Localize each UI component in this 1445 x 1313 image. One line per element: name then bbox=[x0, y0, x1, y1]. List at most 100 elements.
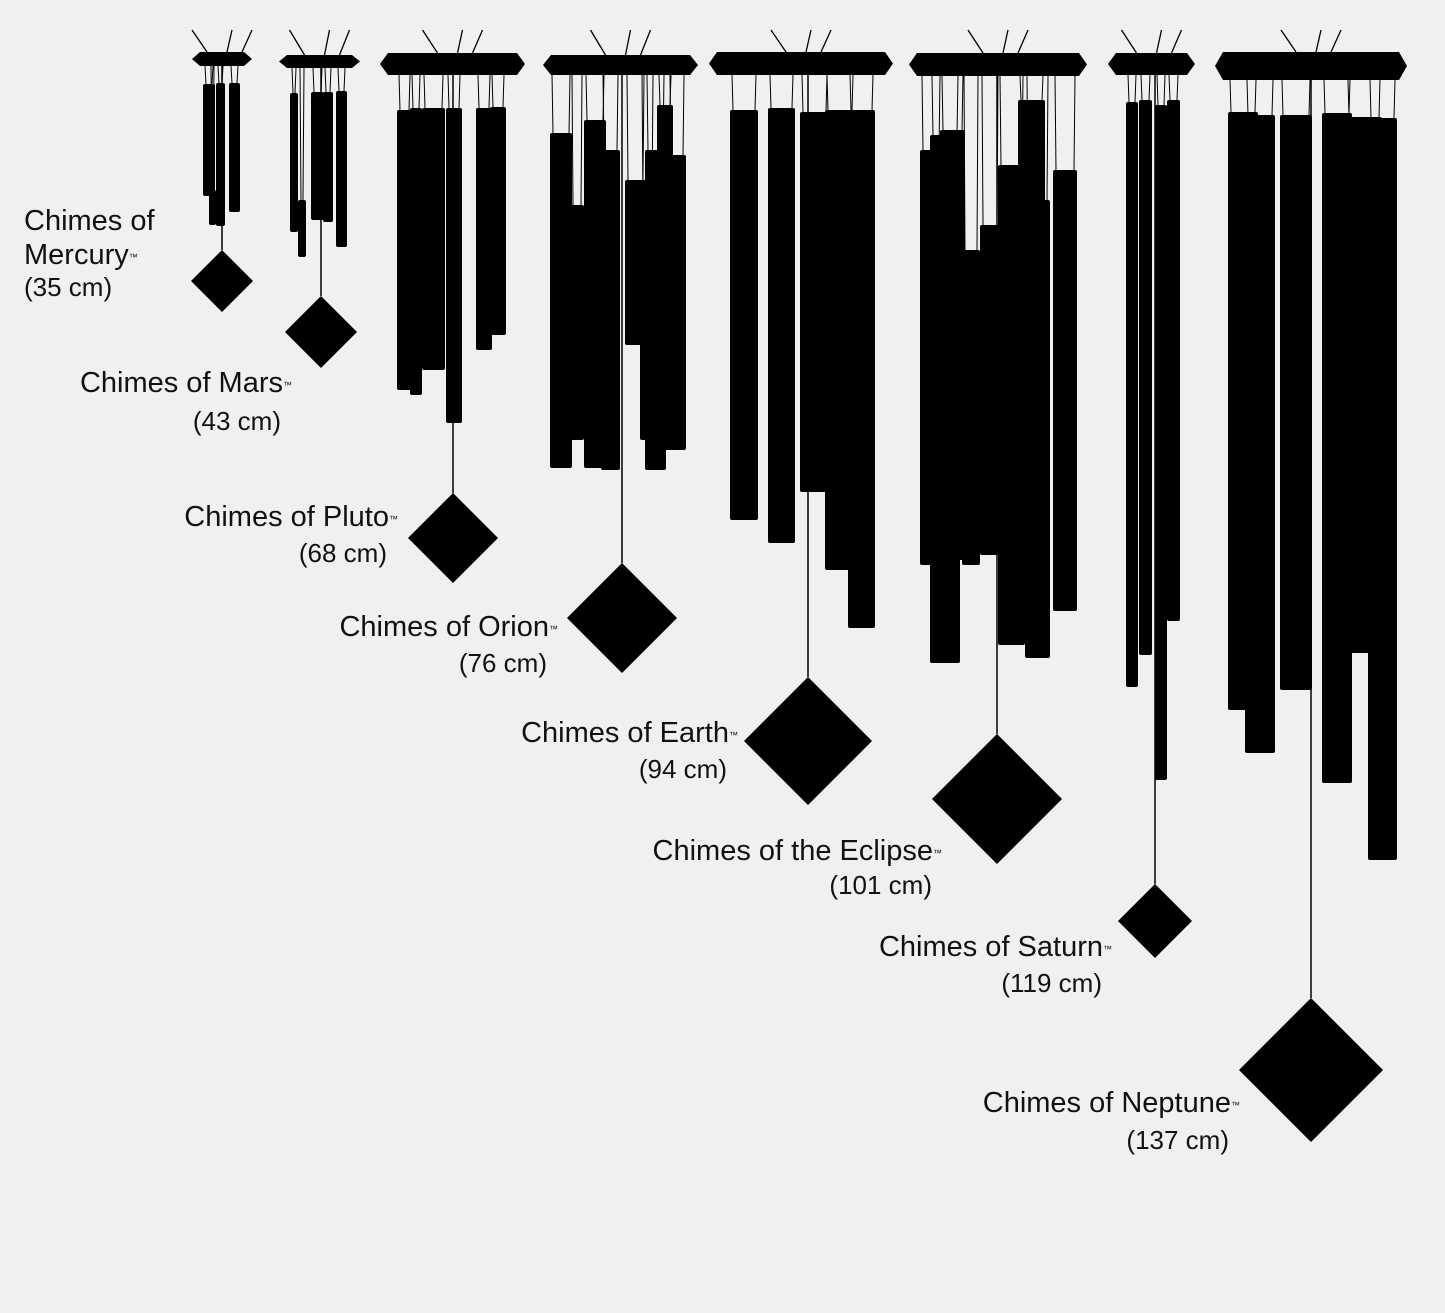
chime-size: (43 cm) bbox=[192, 406, 281, 436]
tube-string bbox=[210, 65, 213, 191]
top-disc bbox=[279, 55, 360, 68]
tube-string bbox=[641, 74, 644, 206]
tube-string bbox=[801, 74, 804, 113]
chime-eclipse bbox=[909, 29, 1087, 864]
tube-string bbox=[1054, 75, 1057, 171]
tube-string bbox=[1281, 79, 1284, 116]
chime-tube bbox=[940, 130, 965, 560]
label-mars: Chimes of Mars™ (43 cm) bbox=[80, 366, 292, 436]
chime-tube bbox=[730, 110, 758, 520]
tube-string bbox=[976, 75, 979, 251]
tube-string bbox=[1134, 74, 1137, 103]
tube-string bbox=[1176, 74, 1179, 101]
tube-string bbox=[682, 74, 685, 156]
trademark: ™ bbox=[729, 730, 738, 740]
hanging-string bbox=[1120, 29, 1138, 54]
chime-size: (101 cm) bbox=[829, 870, 932, 900]
tube-string bbox=[999, 75, 1002, 166]
hanging-string bbox=[241, 29, 253, 53]
hanging-string bbox=[1002, 29, 1009, 54]
hanging-string bbox=[1155, 29, 1163, 54]
chime-tube bbox=[962, 250, 980, 565]
trademark: ™ bbox=[128, 252, 138, 262]
tube-string bbox=[1046, 75, 1049, 201]
tube-string bbox=[1254, 79, 1257, 113]
wind-sail-diamond bbox=[567, 563, 677, 673]
chime-earth bbox=[709, 29, 893, 805]
chime-tube bbox=[980, 225, 1000, 555]
chime-name-text: Chimes of Earth bbox=[521, 717, 729, 749]
tube-string bbox=[1019, 75, 1022, 101]
tube-string bbox=[1127, 74, 1130, 103]
chime-tube bbox=[550, 133, 572, 468]
chime-tube bbox=[1368, 118, 1397, 860]
chime-name-text: Chimes of the Eclipse bbox=[652, 835, 933, 867]
top-disc bbox=[909, 53, 1087, 76]
chime-name: Chimes of Neptune™ bbox=[983, 1086, 1240, 1120]
tube-string bbox=[324, 67, 327, 93]
tube-string bbox=[1148, 74, 1151, 101]
hanging-string bbox=[639, 29, 652, 56]
chime-tube bbox=[290, 93, 298, 232]
label-orion: Chimes of Orion™ (76 cm) bbox=[339, 610, 558, 678]
tube-string bbox=[312, 67, 315, 93]
chime-tube bbox=[446, 108, 462, 423]
top-disc bbox=[543, 55, 698, 75]
tube-string bbox=[1369, 79, 1372, 119]
tube-string bbox=[1271, 79, 1274, 116]
tube-string bbox=[961, 75, 964, 131]
chime-tube bbox=[229, 83, 240, 212]
top-disc bbox=[192, 52, 252, 66]
hanging-string bbox=[456, 29, 464, 54]
chime-tube bbox=[298, 200, 306, 257]
chime-mars bbox=[279, 29, 360, 368]
trademark: ™ bbox=[283, 380, 292, 390]
wind-sail-diamond bbox=[1239, 998, 1383, 1142]
tube-string bbox=[502, 74, 505, 108]
chime-tube bbox=[1155, 105, 1167, 780]
wind-sail-diamond bbox=[191, 250, 253, 312]
tube-string bbox=[1140, 74, 1143, 101]
wind-sail-diamond bbox=[1118, 884, 1192, 958]
chime-tube bbox=[209, 190, 216, 225]
chime-tube bbox=[1025, 200, 1050, 658]
tube-string bbox=[329, 67, 332, 93]
label-mercury: Chimes of Mercury™ (35 cm) bbox=[24, 204, 184, 302]
tube-string bbox=[849, 74, 852, 111]
hanging-string bbox=[820, 29, 832, 53]
chime-tube bbox=[668, 155, 686, 450]
chime-size: (119 cm) bbox=[1001, 968, 1102, 998]
tube-string bbox=[211, 65, 214, 85]
chime-tube bbox=[216, 83, 225, 226]
hanging-string bbox=[338, 29, 351, 56]
tube-string bbox=[1378, 79, 1381, 118]
chime-name: Chimes of Mars™ bbox=[80, 366, 292, 400]
trademark: ™ bbox=[1103, 944, 1112, 954]
tube-string bbox=[1308, 79, 1311, 116]
tube-string bbox=[551, 74, 554, 134]
tube-string bbox=[337, 67, 340, 92]
tube-string bbox=[411, 74, 414, 109]
tube-string bbox=[568, 74, 571, 134]
chime-name: Chimes of Mercury™ bbox=[24, 204, 184, 272]
tube-string bbox=[491, 74, 494, 108]
tube-string bbox=[299, 67, 302, 201]
hanging-string bbox=[288, 29, 306, 56]
tube-string bbox=[981, 75, 984, 226]
tube-string bbox=[423, 74, 426, 109]
chime-tube bbox=[1053, 170, 1077, 611]
tube-string bbox=[398, 74, 401, 111]
tube-string bbox=[217, 65, 220, 84]
tube-string bbox=[1229, 79, 1232, 113]
tube-string bbox=[212, 65, 215, 191]
chime-tube bbox=[1280, 115, 1312, 690]
tube-string bbox=[585, 74, 588, 121]
tube-string bbox=[602, 74, 605, 151]
tube-string bbox=[236, 65, 239, 84]
tube-string bbox=[580, 74, 583, 206]
chime-name-text: Chimes of Saturn bbox=[878, 931, 1103, 963]
chime-tube bbox=[570, 205, 584, 440]
tube-string bbox=[204, 65, 207, 85]
tube-string bbox=[626, 74, 629, 181]
